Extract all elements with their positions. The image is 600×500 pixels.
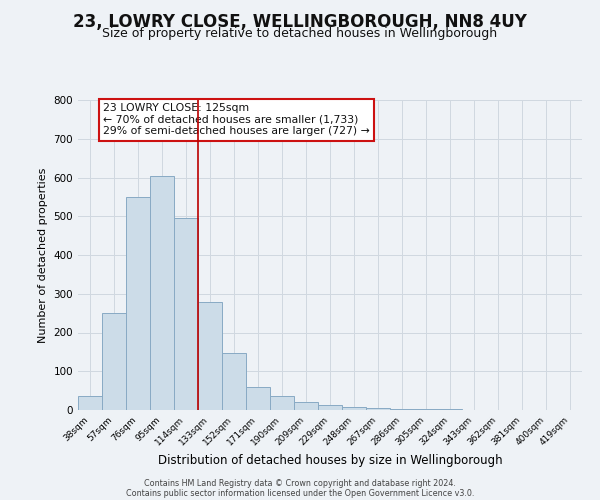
Bar [270,396,294,410]
Bar [78,396,102,410]
Bar [414,409,438,410]
Bar [366,408,390,410]
Bar [438,409,462,410]
Text: 23, LOWRY CLOSE, WELLINGBOROUGH, NN8 4UY: 23, LOWRY CLOSE, WELLINGBOROUGH, NN8 4UY [73,12,527,30]
Bar [246,387,270,410]
Bar [390,409,414,410]
Text: 23 LOWRY CLOSE: 125sqm
← 70% of detached houses are smaller (1,733)
29% of semi-: 23 LOWRY CLOSE: 125sqm ← 70% of detached… [103,103,370,136]
Bar [150,176,174,410]
X-axis label: Distribution of detached houses by size in Wellingborough: Distribution of detached houses by size … [158,454,502,467]
Bar [342,407,366,410]
Bar [318,404,342,410]
Y-axis label: Number of detached properties: Number of detached properties [38,168,48,342]
Bar [222,352,246,410]
Text: Contains public sector information licensed under the Open Government Licence v3: Contains public sector information licen… [126,488,474,498]
Bar [198,302,222,410]
Bar [174,218,198,410]
Text: Size of property relative to detached houses in Wellingborough: Size of property relative to detached ho… [103,28,497,40]
Text: Contains HM Land Registry data © Crown copyright and database right 2024.: Contains HM Land Registry data © Crown c… [144,478,456,488]
Bar [126,197,150,410]
Bar [102,313,126,410]
Bar [294,402,318,410]
